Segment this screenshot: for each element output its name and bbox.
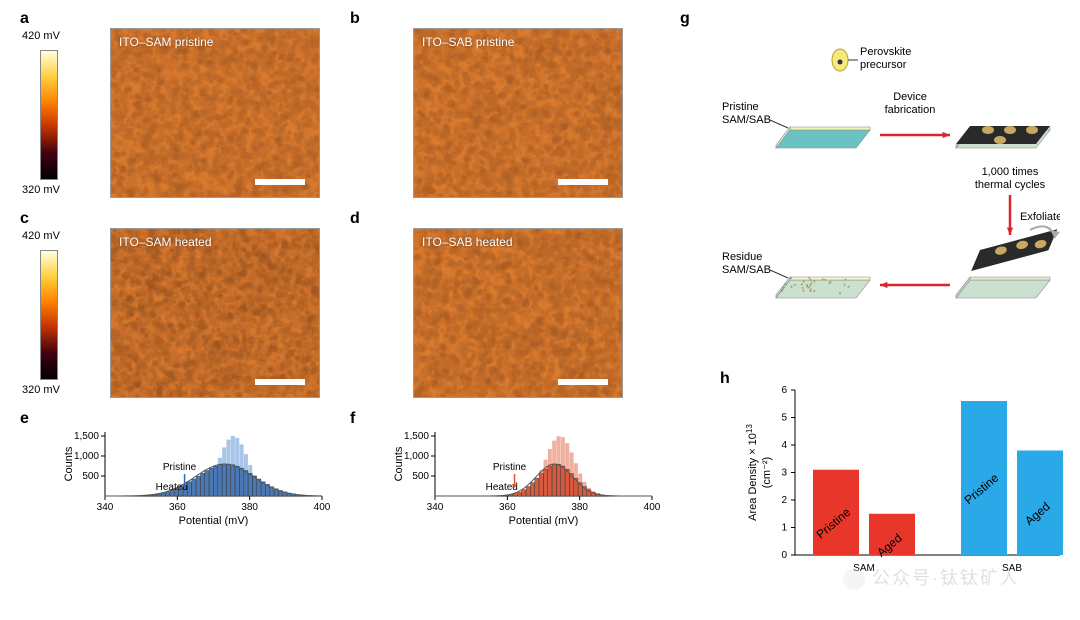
svg-text:Residue: Residue	[722, 251, 762, 263]
panel-label-h: h	[720, 370, 730, 388]
schematic-g: Perovskiteprecursor PristineSAM/SABDevic…	[710, 20, 1060, 350]
svg-text:400: 400	[644, 502, 660, 513]
colorbar-c	[40, 250, 58, 380]
panel-label-c: c	[20, 210, 29, 228]
svg-text:360: 360	[499, 502, 516, 513]
colorbar-a-bot: 320 mV	[22, 184, 60, 196]
panel-label-g: g	[680, 10, 690, 28]
svg-text:1: 1	[781, 523, 787, 534]
scalebar-c	[255, 379, 305, 385]
histogram-f: 340 360 380 400 500 1,000 1,500 Pristine Heated P…	[390, 426, 660, 526]
svg-text:Pristine: Pristine	[493, 462, 527, 473]
svg-text:Potential (mV): Potential (mV)	[509, 515, 579, 526]
svg-text:6: 6	[781, 385, 787, 396]
svg-text:500: 500	[412, 471, 429, 482]
svg-text:Heated: Heated	[486, 482, 518, 493]
svg-text:Exfoliate: Exfoliate	[1020, 211, 1060, 223]
svg-text:360: 360	[169, 502, 186, 513]
svg-text:Pristine: Pristine	[163, 462, 197, 473]
colorbar-a	[40, 50, 58, 180]
svg-text:(cm⁻²): (cm⁻²)	[761, 457, 773, 488]
afm-image-a: ITO–SAM pristine	[110, 28, 320, 198]
svg-text:400: 400	[314, 502, 330, 513]
afm-image-c: ITO–SAM heated	[110, 228, 320, 398]
svg-text:precursor: precursor	[860, 59, 907, 71]
afm-image-d: ITO–SAB heated	[413, 228, 623, 398]
svg-text:380: 380	[241, 502, 258, 513]
afm-label-b: ITO–SAB pristine	[422, 35, 514, 49]
afm-label-c: ITO–SAM heated	[119, 235, 212, 249]
svg-text:Perovskite: Perovskite	[860, 46, 911, 58]
panel-label-f: f	[350, 410, 355, 428]
afm-image-b: ITO–SAB pristine	[413, 28, 623, 198]
svg-text:2: 2	[781, 495, 787, 506]
svg-text:Heated: Heated	[156, 482, 188, 493]
svg-text:1,000 times: 1,000 times	[982, 166, 1039, 178]
scalebar-a	[255, 179, 305, 185]
svg-text:thermal cycles: thermal cycles	[975, 179, 1046, 191]
colorbar-c-bot: 320 mV	[22, 384, 60, 396]
svg-text:1,000: 1,000	[74, 451, 99, 462]
svg-text:Counts: Counts	[393, 446, 405, 481]
svg-text:340: 340	[427, 502, 444, 513]
svg-text:SAM/SAB: SAM/SAB	[722, 264, 771, 276]
colorbar-c-top: 420 mV	[22, 230, 60, 242]
svg-text:Area Density × 1013: Area Density × 1013	[745, 424, 760, 521]
svg-text:5: 5	[781, 413, 787, 424]
histogram-e: 340 360 380 400 500 1,000 1,500 Pristine Heated P…	[60, 426, 330, 526]
scalebar-b	[558, 179, 608, 185]
scalebar-d	[558, 379, 608, 385]
svg-text:0: 0	[781, 550, 787, 561]
panel-label-b: b	[350, 10, 360, 28]
svg-text:1,500: 1,500	[74, 431, 99, 442]
svg-text:1,500: 1,500	[404, 431, 429, 442]
svg-text:Potential (mV): Potential (mV)	[179, 515, 249, 526]
watermark-icon	[843, 568, 865, 590]
svg-text:4: 4	[781, 440, 787, 451]
panel-label-d: d	[350, 210, 360, 228]
colorbar-a-top: 420 mV	[22, 30, 60, 42]
watermark: 公众号·钛钛矿人	[843, 564, 1020, 590]
svg-text:500: 500	[82, 471, 99, 482]
afm-label-a: ITO–SAM pristine	[119, 35, 213, 49]
panel-label-a: a	[20, 10, 29, 28]
svg-text:380: 380	[571, 502, 588, 513]
svg-text:SAM/SAB: SAM/SAB	[722, 114, 771, 126]
figure-root: a 420 mV 320 mV ITO–SAM pristine b ITO–S…	[20, 10, 1060, 610]
svg-text:Pristine: Pristine	[722, 101, 759, 113]
svg-text:fabrication: fabrication	[885, 104, 936, 116]
svg-text:Device: Device	[893, 91, 927, 103]
barchart-h: 0123456PristineAgedPristineAgedSAMSABAre…	[740, 380, 1070, 590]
afm-label-d: ITO–SAB heated	[422, 235, 513, 249]
svg-text:340: 340	[97, 502, 114, 513]
svg-text:1,000: 1,000	[404, 451, 429, 462]
watermark-text: 公众号·钛钛矿人	[872, 568, 1020, 588]
svg-text:3: 3	[781, 468, 787, 479]
svg-text:Counts: Counts	[63, 446, 75, 481]
panel-label-e: e	[20, 410, 29, 428]
